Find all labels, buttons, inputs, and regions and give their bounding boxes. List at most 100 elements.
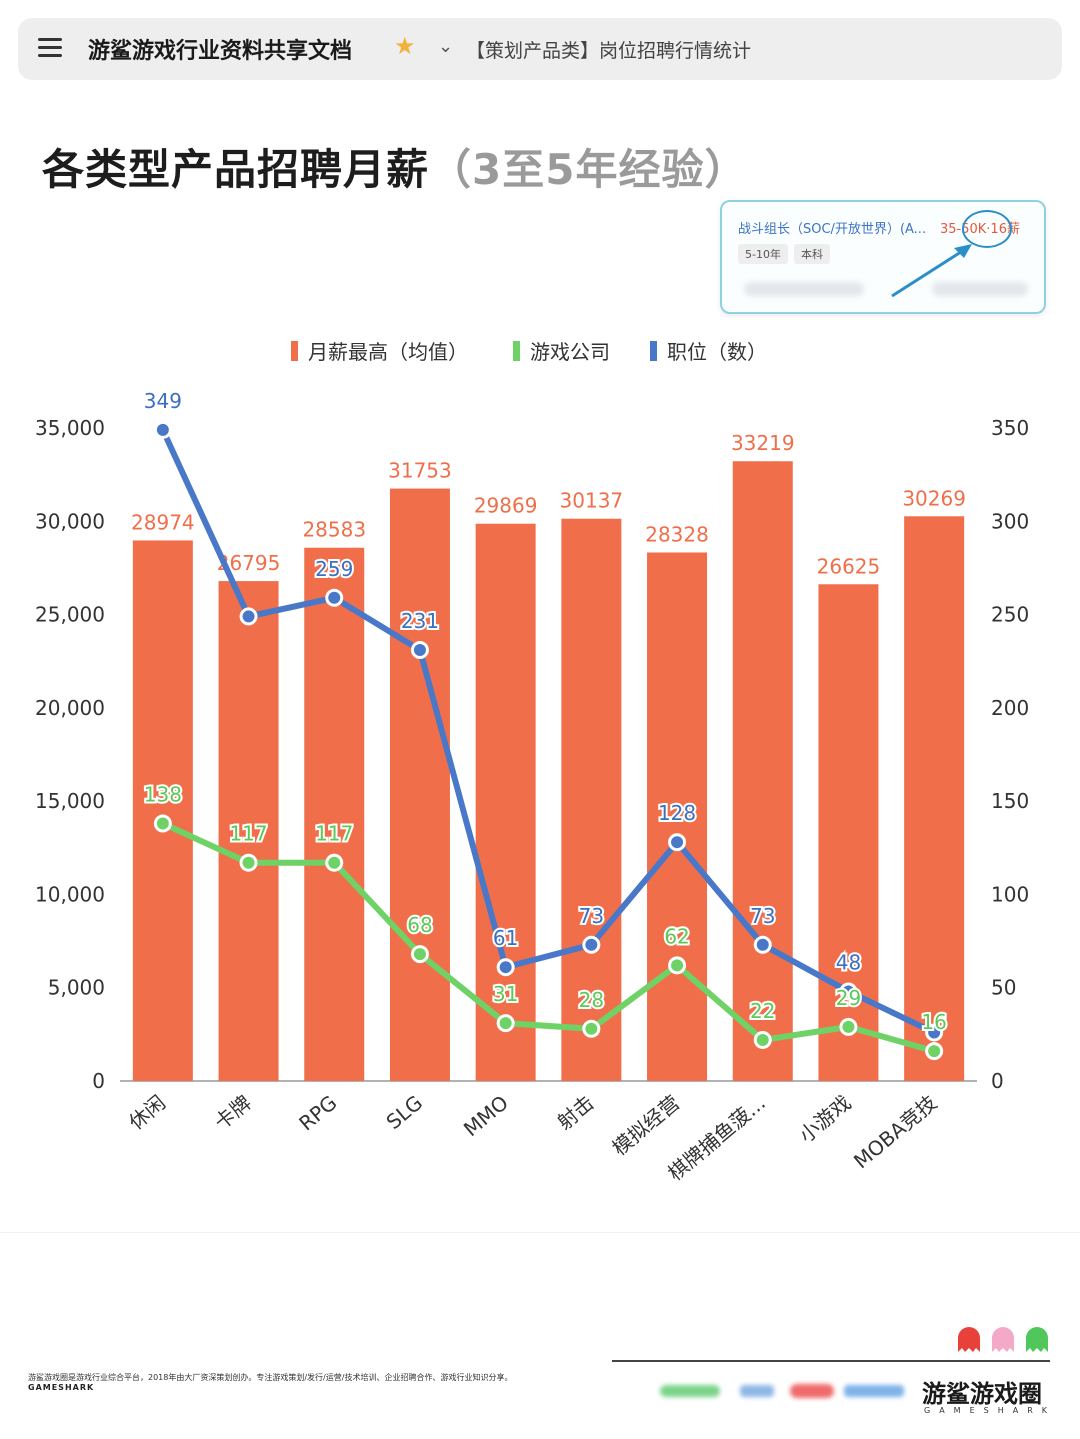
series-point-label: 29 [836,986,861,1010]
y-right-tick-label: 300 [991,509,1029,533]
series-point [413,644,426,657]
highlight-ring [962,210,1012,248]
blurred-location [932,282,1028,296]
y-right-tick-label: 350 [991,416,1029,440]
series-point [756,938,769,951]
red-ghost-icon [958,1327,980,1352]
series-point-label: 73 [579,904,604,928]
footer-brand-small: GAMESHARK [28,1383,95,1392]
y-right-tick-label: 0 [991,1069,1004,1093]
series-point-label: 117 [315,822,353,846]
x-tick-label: 休闲 [124,1090,170,1134]
series-point [242,610,255,623]
y-right-tick-label: 100 [991,882,1029,906]
series-point-label: 259 [315,557,353,581]
y-right-tick-label: 50 [991,976,1016,1000]
series-point-label: 68 [407,913,432,937]
bar-模拟经营 [647,552,708,1081]
bar-value-label: 33219 [731,431,795,455]
series-point-label: 28 [579,988,604,1012]
x-tick-label: MMO [459,1090,513,1141]
y-right-tick-label: 150 [991,789,1029,813]
series-point [328,856,341,869]
bar-value-label: 28974 [131,510,195,534]
x-tick-label: MOBA竞技 [849,1090,941,1173]
y-left-tick-label: 25,000 [35,603,105,627]
series-point [928,1026,941,1039]
series-point [328,591,341,604]
footer-description: 游鲨游戏圈是游戏行业综合平台，2018年由大厂资深策划创办。专注游戏策划/发行/… [28,1373,513,1382]
series-point-label: 62 [664,924,689,948]
document-toolbar: 游鲨游戏行业资料共享文档 ★ ⌄ 【策划产品类】岗位招聘行情统计 [18,18,1062,80]
section-divider [0,1232,1080,1233]
legend-swatch-positions [650,341,657,361]
bar-MMO [475,523,536,1081]
series-point [499,961,512,974]
job-title: 战斗组长（SOC/开放世界）(A... [738,222,927,237]
green-ghost-icon [1026,1327,1048,1352]
page-title-sub: （3至5年经验） [429,145,748,194]
job-tag-education: 本科 [794,244,830,264]
bar-value-label: 30269 [902,486,966,510]
bar-休闲 [132,540,193,1081]
series-point [671,959,684,972]
pointer-arrow-icon [891,244,972,298]
sheet-name[interactable]: 【策划产品类】岗位招聘行情统计 [466,40,752,62]
footer-divider [612,1360,1050,1362]
x-tick-label: 小游戏 [794,1090,855,1147]
series-point [842,985,855,998]
star-icon[interactable]: ★ [394,32,416,60]
y-left-tick-label: 15,000 [35,789,105,813]
menu-icon[interactable] [38,38,62,58]
series-line-positions [159,426,938,1036]
page-title: 各类型产品招聘月薪（3至5年经验） [42,136,747,197]
legend-label-companies: 游戏公司 [530,340,610,364]
bar-MOBA竞技 [904,516,965,1081]
x-tick-label: 射击 [552,1090,598,1134]
partner-logos [660,1384,904,1398]
series-point-label: 61 [493,926,518,950]
ghost-icons [958,1327,1048,1352]
series-point-label: 231 [401,609,439,633]
legend-label-positions: 职位（数） [667,340,767,364]
series-point [756,1033,769,1046]
series-line-companies [159,820,938,1055]
series-point [499,1017,512,1030]
series-point-label: 31 [493,982,518,1006]
series-point [842,1020,855,1033]
legend-swatch-companies [513,341,520,361]
bar-value-label: 28583 [302,518,366,542]
bar-value-label: 26625 [817,554,881,578]
plot-area: 0 5,000 10,000 15,000 20,000 25,000 30,000 35,0… [35,387,1029,1186]
y-right-tick-label: 250 [991,603,1029,627]
series-point-label: 349 [144,389,182,413]
bar-value-label: 31753 [388,459,452,483]
chart: 月薪最高（均值） 游戏公司 职位（数） 0 5,000 10,000 15,000 20… [35,340,1029,1186]
blurred-company [744,282,864,296]
bar-value-label: 30137 [560,489,624,513]
series-point [156,423,169,436]
bar-卡牌 [218,581,279,1081]
bar-射击 [561,518,622,1081]
series-point-label: 138 [144,783,182,807]
legend-label-salary: 月薪最高（均值） [308,340,468,364]
series-point [585,1022,598,1035]
series-point-label: 128 [658,801,696,825]
series-point-label: 16 [921,1010,946,1034]
pink-ghost-icon [992,1327,1014,1352]
y-right-tick-label: 200 [991,696,1029,720]
brand-logo-sub: GAMESHARK [924,1406,1056,1415]
x-tick-label: 卡牌 [210,1090,256,1134]
job-posting-card: 战斗组长（SOC/开放世界）(A... 35-50K·16薪 5-10年 本科 [720,200,1046,314]
y-left-tick-label: 10,000 [35,882,105,906]
bar-SLG [389,488,450,1082]
x-tick-label: 模拟经营 [608,1090,685,1160]
chevron-down-icon[interactable]: ⌄ [438,36,454,57]
legend-swatch-salary [291,341,298,361]
document-title[interactable]: 游鲨游戏行业资料共享文档 [88,39,353,64]
series-point [413,948,426,961]
series-point [585,938,598,951]
bar-棋牌捕鱼菠... [732,461,793,1081]
series-point [242,856,255,869]
